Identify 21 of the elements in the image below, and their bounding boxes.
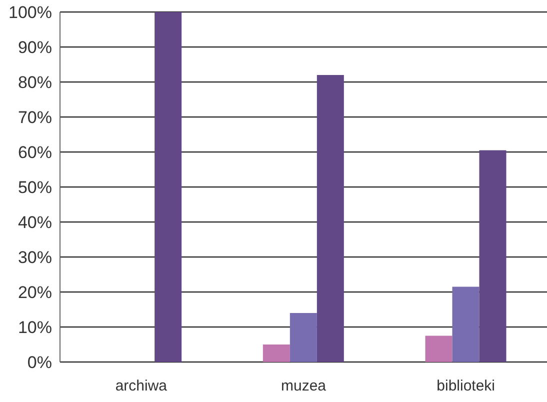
y-tick-label: 60%: [18, 143, 52, 162]
y-tick-label: 40%: [18, 213, 52, 232]
bar: [425, 336, 452, 362]
bar: [479, 150, 506, 362]
x-tick-label: muzea: [280, 378, 327, 395]
y-tick-label: 90%: [18, 38, 52, 58]
y-tick-label: 100%: [8, 3, 52, 22]
y-tick-label: 30%: [18, 248, 52, 268]
x-tick-label: biblioteki: [436, 378, 496, 395]
bar: [290, 313, 317, 362]
bar: [154, 12, 182, 362]
y-tick-label: 10%: [18, 318, 52, 338]
y-tick-label: 70%: [18, 108, 52, 128]
y-tick-label: 50%: [18, 178, 52, 198]
bar: [316, 75, 344, 362]
y-tick-label: 80%: [18, 73, 52, 92]
y-tick-label: 0%: [27, 353, 52, 372]
y-tick-label: 20%: [18, 283, 52, 302]
bar: [452, 286, 480, 362]
x-tick-label: archiwa: [115, 378, 168, 395]
bar: [262, 344, 290, 362]
